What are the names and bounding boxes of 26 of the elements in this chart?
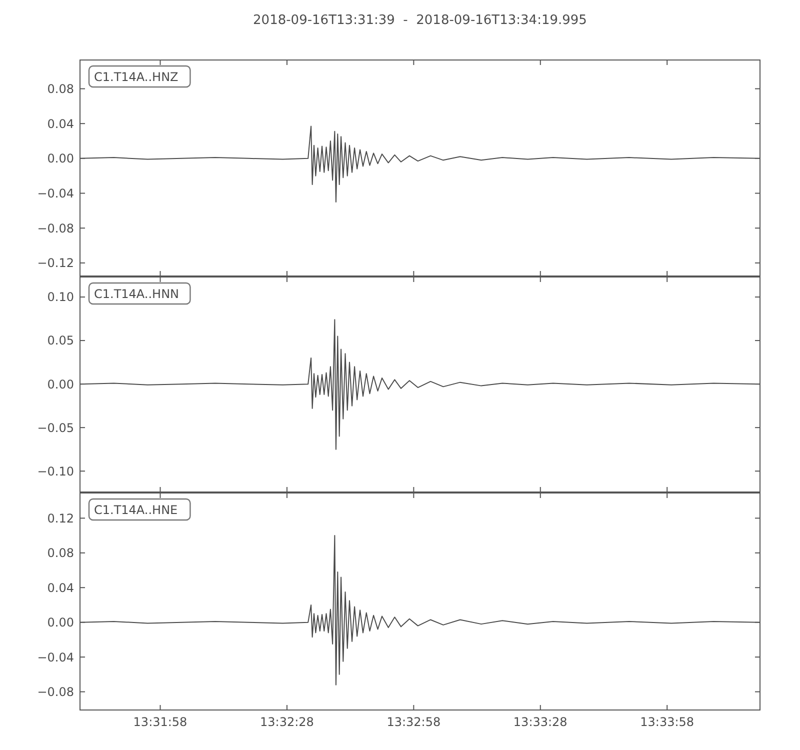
y-tick-label: 0.00: [47, 377, 74, 392]
chart-title: 2018-09-16T13:31:39 - 2018-09-16T13:34:19.995: [253, 13, 587, 28]
y-tick-label: 0.04: [47, 116, 74, 131]
y-tick-label: 0.08: [47, 82, 74, 96]
y-tick-label: −0.12: [37, 256, 74, 270]
y-tick-label: −0.08: [37, 221, 74, 236]
y-tick-label: −0.04: [37, 650, 74, 664]
y-tick-label: 0.00: [47, 616, 74, 630]
y-tick-label: −0.05: [37, 420, 74, 435]
x-tick-label: 13:31:58: [133, 715, 188, 729]
x-tick-label: 13:32:28: [260, 715, 314, 729]
y-tick-label: 0.04: [47, 580, 74, 595]
x-tick-label: 13:32:58: [386, 715, 441, 729]
x-tick-label: 13:33:28: [513, 715, 568, 729]
y-tick-label: −0.04: [37, 186, 74, 200]
legend-label: C1.T14A..HNN: [94, 287, 180, 301]
legend-label: C1.T14A..HNE: [94, 503, 178, 517]
legend-label: C1.T14A..HNZ: [94, 70, 178, 84]
y-tick-label: 0.10: [47, 290, 74, 304]
y-tick-label: −0.10: [37, 464, 74, 478]
y-tick-label: 0.00: [47, 152, 74, 166]
y-tick-label: 0.12: [47, 511, 74, 526]
y-tick-label: 0.05: [47, 334, 74, 348]
y-tick-label: 0.08: [47, 546, 74, 560]
x-tick-label: 13:33:58: [640, 715, 694, 729]
y-tick-label: −0.08: [37, 684, 74, 699]
